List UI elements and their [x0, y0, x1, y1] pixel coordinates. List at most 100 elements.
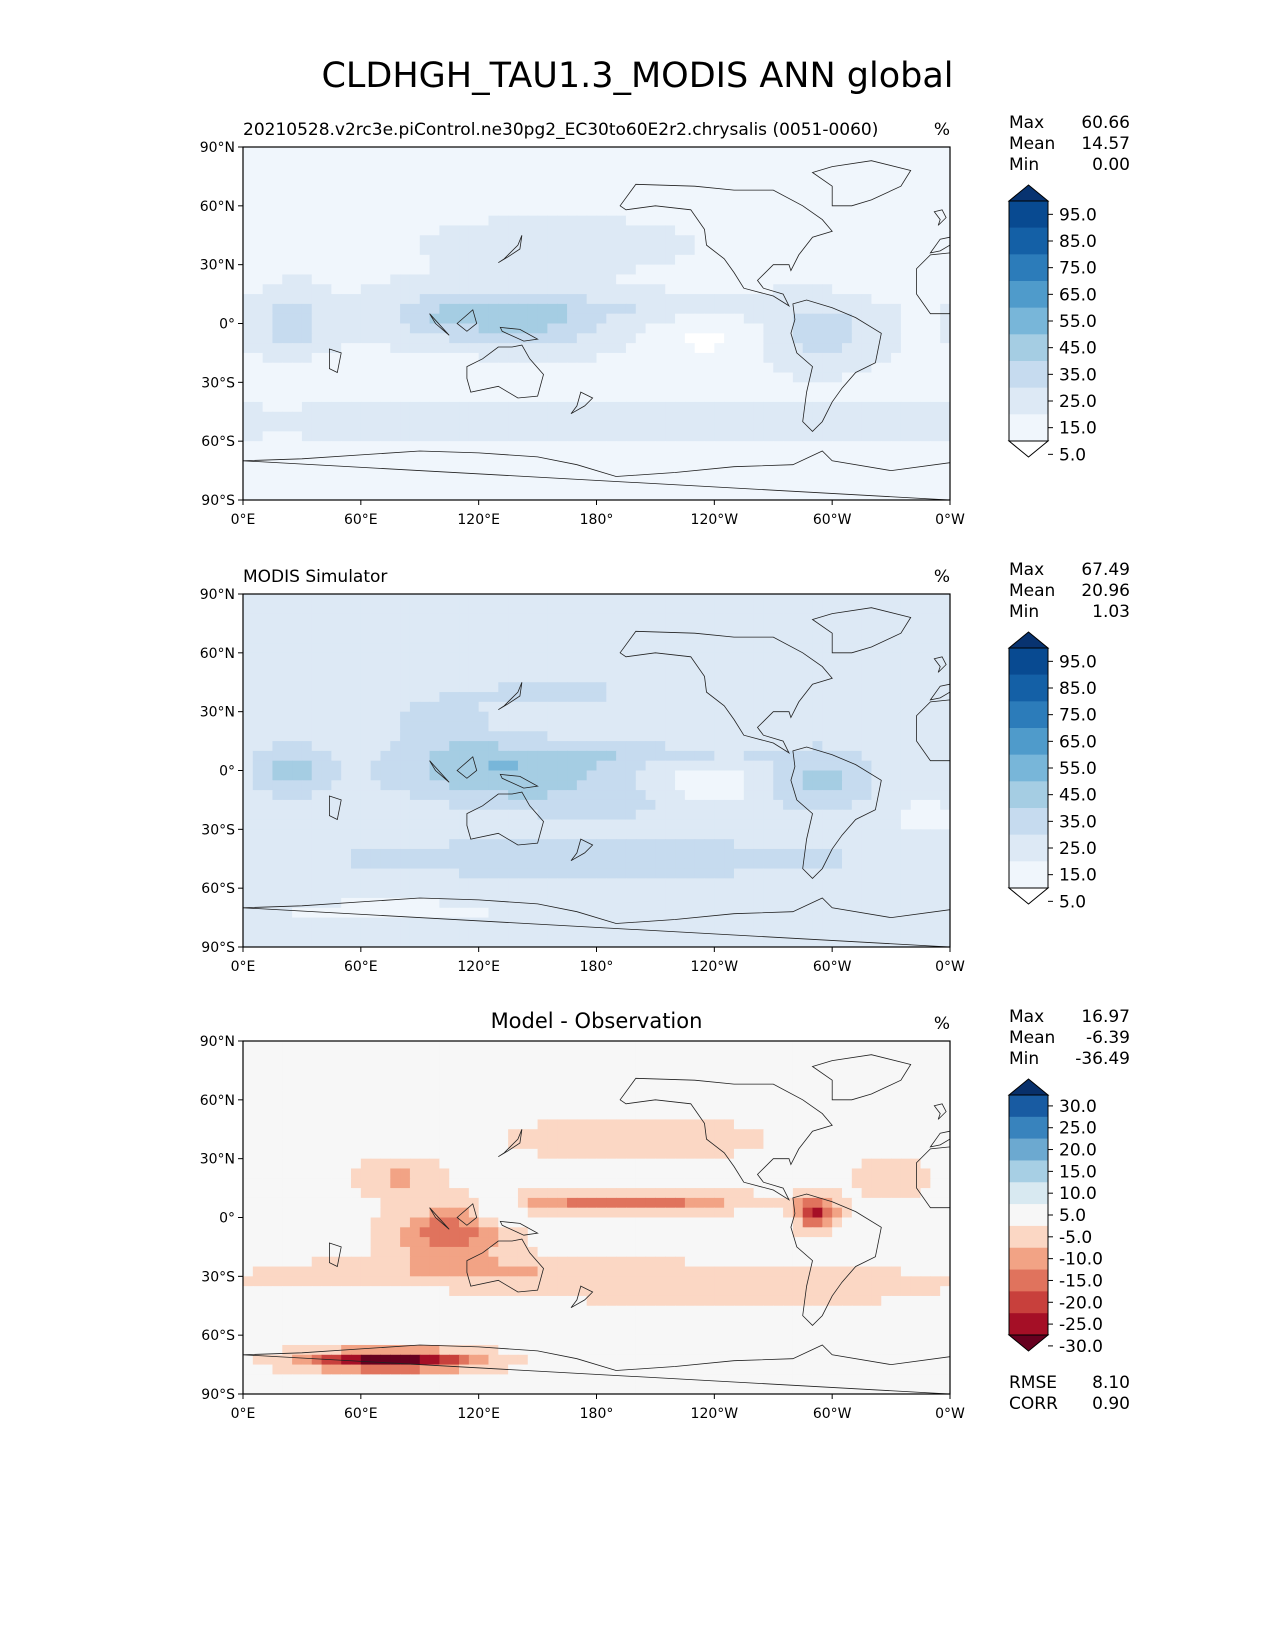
field-cell: [920, 303, 931, 315]
field-cell: [900, 701, 912, 713]
field-cell: [508, 799, 519, 811]
field-cell: [753, 372, 765, 383]
field-cell: [606, 176, 617, 187]
field-cell: [655, 343, 666, 354]
field-cell: [871, 147, 882, 158]
field-cell: [616, 205, 627, 217]
field-cell: [439, 382, 450, 393]
field-cell: [311, 770, 323, 781]
field-cell: [517, 274, 529, 285]
field-cell: [262, 470, 274, 481]
field-cell: [262, 225, 274, 236]
field-cell: [351, 254, 362, 266]
field-cell: [243, 878, 254, 889]
field-cell: [792, 711, 804, 723]
field-cell: [861, 480, 873, 491]
field-cell: [753, 362, 765, 374]
field-cell: [292, 264, 303, 276]
field-cell: [684, 721, 696, 732]
field-cell: [910, 284, 922, 295]
field-cell: [900, 750, 912, 762]
field-cell: [675, 294, 686, 305]
field-cell: [262, 682, 274, 693]
field-cell: [900, 731, 912, 742]
field-cell: [655, 819, 666, 830]
field-cell: [714, 672, 725, 683]
field-cell: [459, 372, 470, 383]
field-cell: [753, 829, 765, 840]
field-cell: [517, 235, 529, 246]
field-cell: [567, 480, 578, 491]
field-cell: [262, 848, 274, 860]
field-cell: [567, 441, 578, 452]
field-cell: [920, 490, 931, 500]
field-cell: [527, 294, 539, 305]
field-cell: [743, 411, 755, 423]
field-cell: [812, 303, 823, 315]
field-cell: [419, 294, 431, 305]
field-cell: [576, 594, 588, 605]
field-cell: [468, 623, 480, 634]
field-cell: [802, 750, 814, 762]
field-cell: [360, 603, 372, 615]
field-cell: [429, 362, 440, 374]
field-cell: [940, 623, 950, 634]
field-cell: [341, 760, 352, 772]
field-cell: [409, 372, 421, 383]
field-cell: [478, 470, 490, 481]
field-cell: [802, 760, 814, 772]
field-cell: [262, 490, 274, 500]
field-cell: [763, 897, 774, 909]
field-cell: [576, 303, 588, 315]
field-cell: [370, 333, 382, 344]
field-cell: [596, 682, 607, 693]
lon-tick-label: 0°E: [231, 512, 256, 528]
field-cell: [743, 819, 755, 830]
field-cell: [773, 480, 784, 491]
field-cell: [802, 411, 814, 423]
field-cell: [743, 868, 755, 879]
field-cell: [616, 186, 627, 197]
field-cell: [910, 421, 922, 432]
field-cell: [478, 166, 490, 178]
field-cell: [311, 274, 323, 285]
field-cell: [675, 323, 686, 334]
field-cell: [478, 594, 490, 605]
field-cell: [419, 235, 431, 246]
field-cell: [655, 770, 666, 781]
field-cell: [252, 156, 264, 168]
field-cell: [891, 235, 902, 246]
field-cell: [871, 721, 882, 732]
field-cell: [871, 264, 882, 276]
field-cell: [517, 799, 529, 811]
field-cell: [714, 643, 725, 654]
field-cell: [537, 594, 548, 605]
field-cell: [301, 490, 313, 500]
field-cell: [429, 613, 440, 625]
field-cell: [508, 147, 519, 158]
field-cell: [459, 343, 470, 354]
field-cell: [468, 643, 480, 654]
field-cell: [429, 878, 440, 889]
field-cell: [449, 829, 460, 840]
field-cell: [527, 176, 539, 187]
field-cell: [724, 343, 735, 354]
field-cell: [576, 225, 588, 236]
field-cell: [802, 303, 814, 315]
field-cell: [586, 156, 598, 168]
field-cell: [900, 603, 912, 615]
field-cell: [301, 274, 313, 285]
field-cell: [792, 460, 804, 472]
field-cell: [459, 225, 470, 236]
field-cell: [792, 450, 804, 462]
field-cell: [243, 613, 254, 625]
field-cell: [301, 888, 313, 899]
field-cell: [910, 264, 922, 276]
field-cell: [665, 682, 676, 693]
field-cell: [802, 888, 814, 899]
field-cell: [881, 858, 892, 870]
field-cell: [370, 156, 382, 168]
field-cell: [920, 470, 931, 481]
field-cell: [930, 470, 941, 481]
field-cell: [684, 352, 696, 364]
